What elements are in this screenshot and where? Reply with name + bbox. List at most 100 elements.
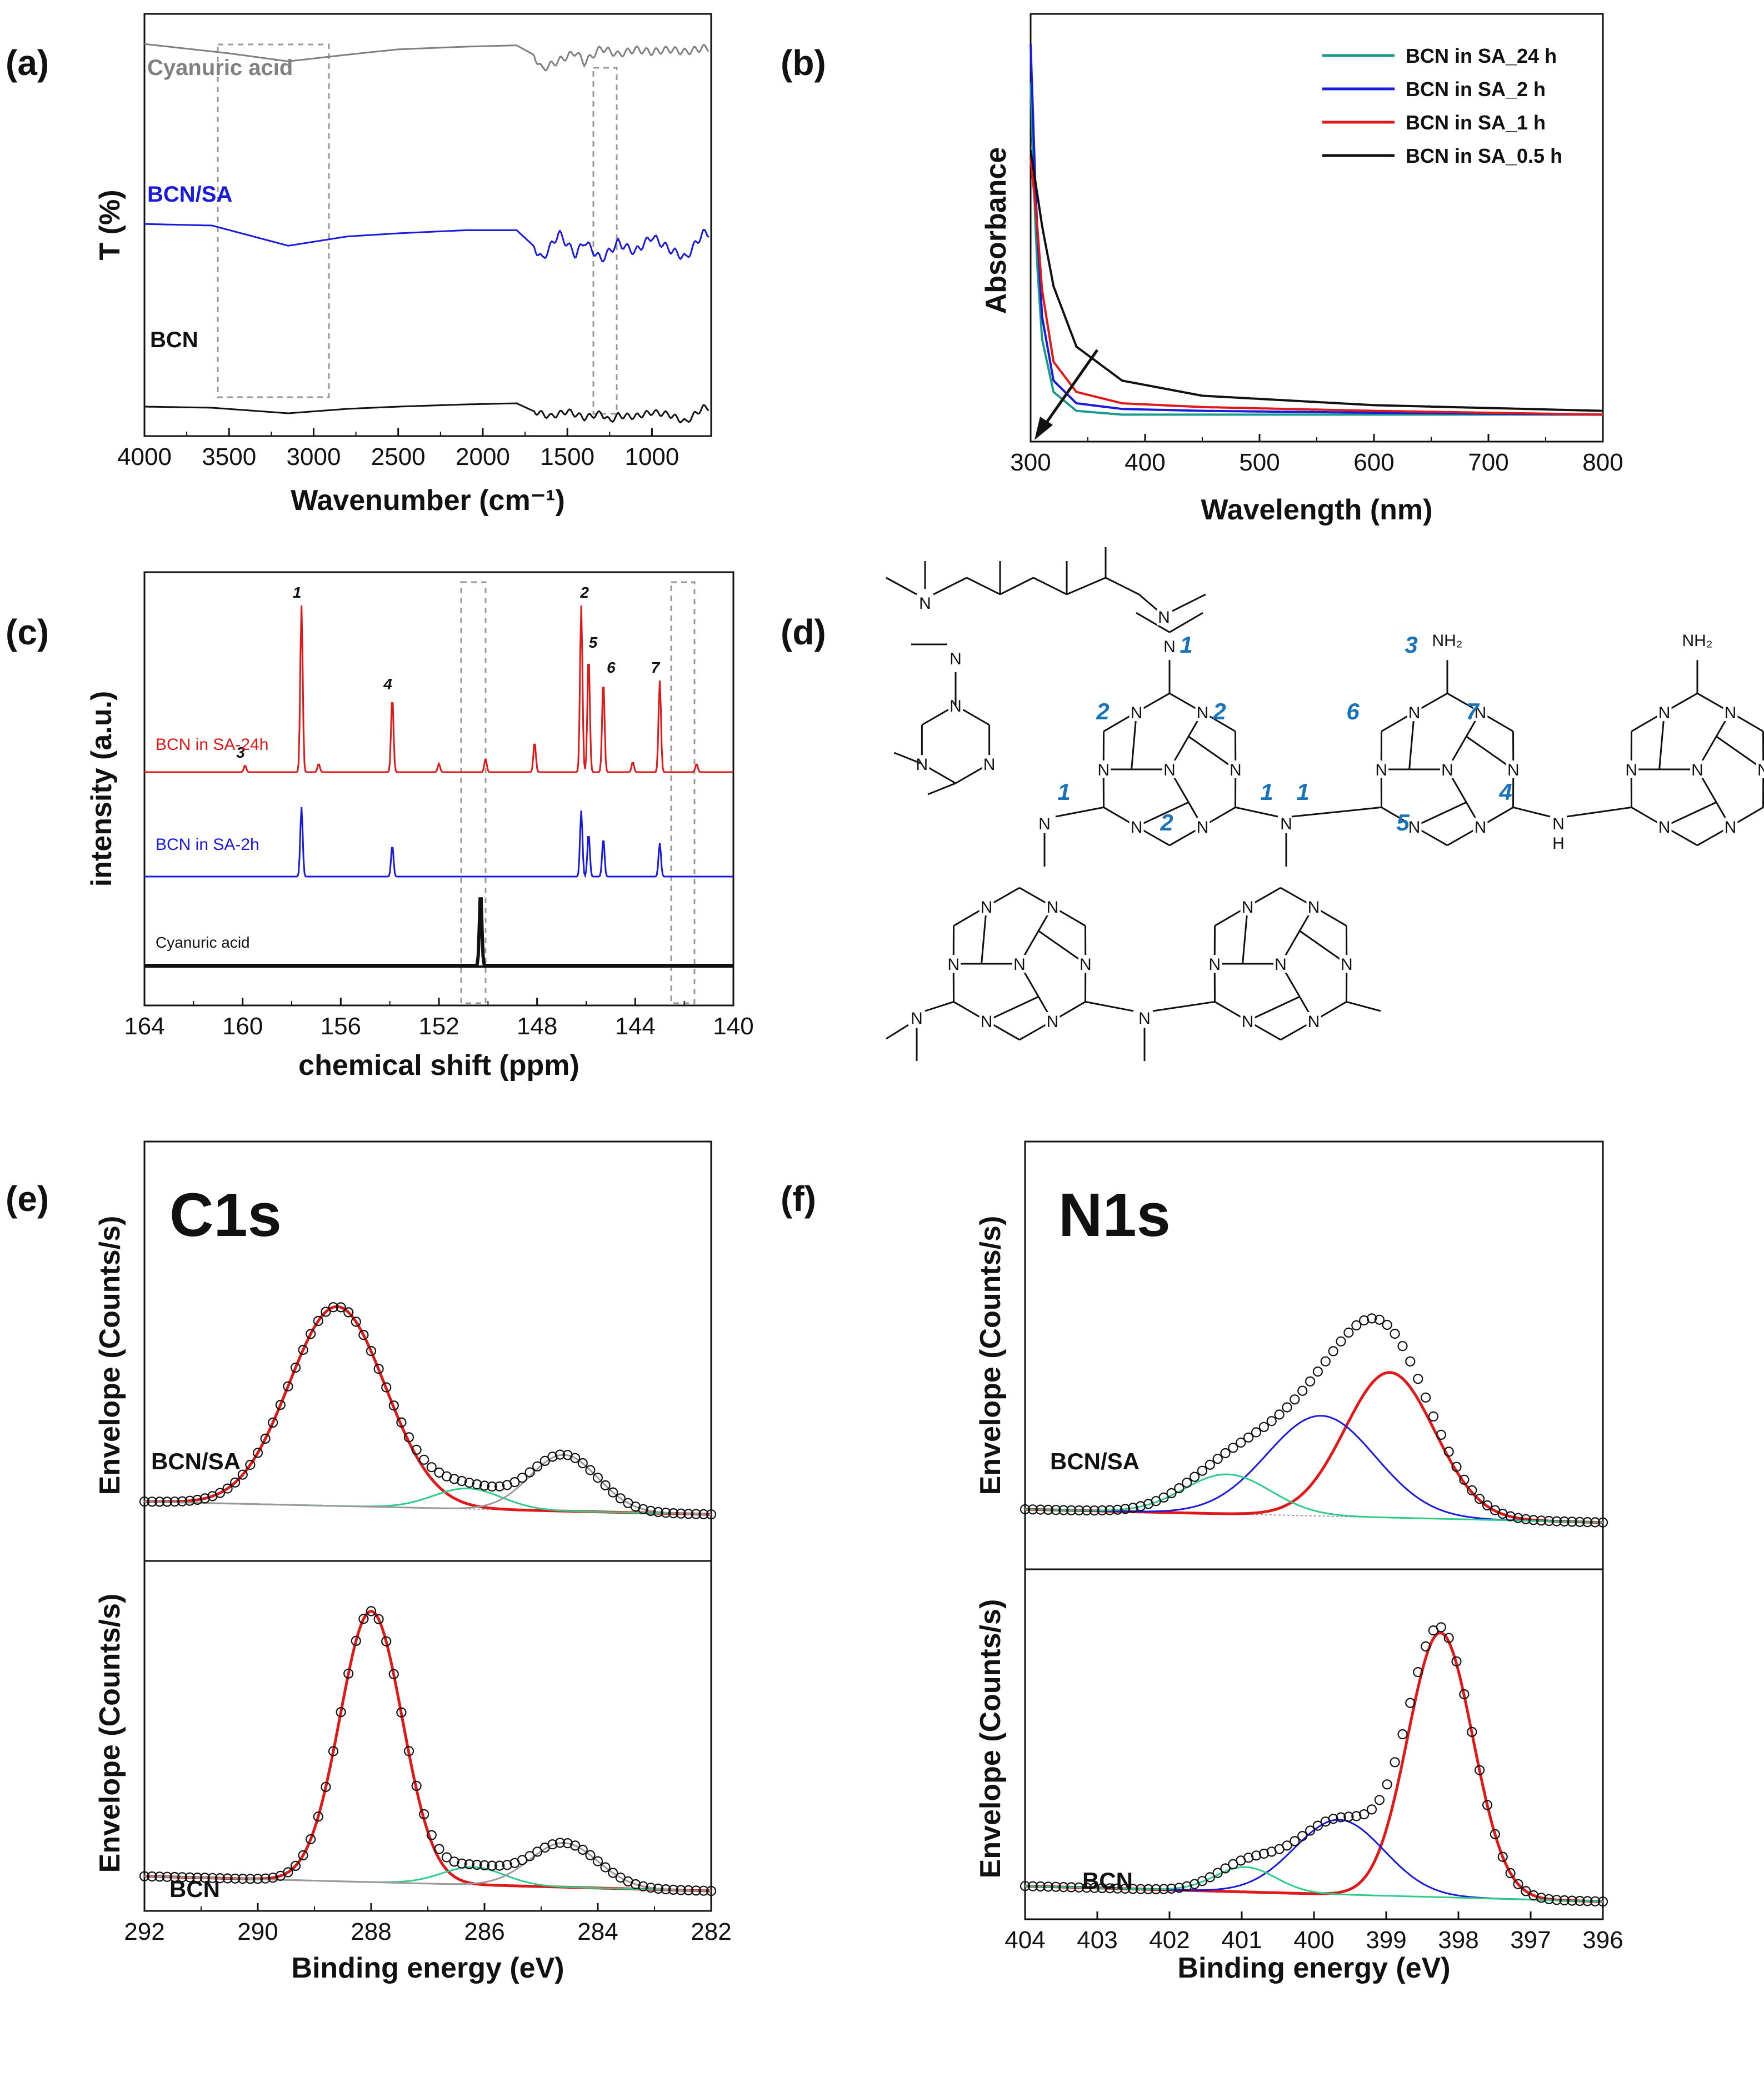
subplot-label-bcn-f: BCN — [1082, 1868, 1133, 1894]
panel-b-tick-label-500: 500 — [1239, 449, 1280, 476]
atom-label: N — [919, 594, 931, 613]
panel-f-tick-label-404: 404 — [1005, 1926, 1045, 1954]
panel-c-highlight-right — [670, 581, 696, 1004]
atom-bg — [1723, 817, 1738, 835]
data-point — [260, 1433, 271, 1444]
data-point — [1290, 1394, 1300, 1405]
atom-label: N — [1441, 761, 1453, 779]
bond — [1172, 593, 1206, 612]
data-point — [1482, 1800, 1493, 1810]
data-point — [1351, 1811, 1362, 1821]
data-point — [615, 1493, 626, 1504]
panel-c-tick-label-148: 148 — [517, 1013, 557, 1040]
atom-label: N — [983, 755, 996, 774]
data-point — [592, 1473, 603, 1483]
panel-f-tick-label-396: 396 — [1582, 1926, 1623, 1954]
data-point — [1343, 1327, 1354, 1338]
data-point — [570, 1840, 581, 1851]
data-point — [396, 1707, 407, 1718]
data-point — [1428, 1411, 1438, 1422]
data-point — [222, 1483, 233, 1494]
atom-bg — [1473, 703, 1488, 722]
atom-label: N — [1725, 818, 1737, 837]
atom-bg — [918, 594, 932, 612]
curve-label-bcn-sa-2h: BCN in SA-2h — [156, 835, 259, 854]
data-point — [1413, 1374, 1423, 1384]
data-point — [653, 1507, 663, 1517]
atom-bg — [1723, 703, 1738, 722]
panel-a-highlight-cn — [592, 67, 618, 415]
panel-a-tick-label-3000: 3000 — [287, 443, 341, 471]
data-point — [1127, 1503, 1138, 1513]
data-point — [1027, 1881, 1038, 1891]
atom-bg — [1756, 760, 1764, 778]
data-point — [600, 1480, 611, 1490]
atom-bg — [1012, 955, 1027, 973]
panel-f-tick-label-400: 400 — [1293, 1926, 1334, 1954]
data-point — [313, 1811, 323, 1822]
panel-e-ylabel-top: Envelope (Counts/s) — [94, 1216, 126, 1495]
data-point — [154, 1497, 165, 1507]
data-point — [1081, 1505, 1092, 1516]
data-point — [1097, 1505, 1107, 1516]
peak-label-5: 5 — [589, 634, 598, 651]
unit2-spoke — [1466, 735, 1514, 770]
panel-a-tick-label-2500: 2500 — [371, 443, 426, 471]
data-point — [1513, 1879, 1523, 1889]
data-point — [199, 1493, 210, 1504]
component-fit-main-0 — [144, 1305, 712, 1516]
atom-label: N — [1408, 704, 1421, 722]
data-point — [1251, 1850, 1262, 1861]
data-point — [1443, 1447, 1454, 1457]
data-point — [532, 1846, 543, 1857]
atom-label: N — [1658, 818, 1671, 837]
atom-label: N — [1080, 955, 1092, 974]
atom-label: N — [1242, 898, 1254, 917]
data-point — [1543, 1515, 1554, 1527]
panel-f-tick-label-399: 399 — [1366, 1926, 1406, 1954]
data-point — [479, 1860, 490, 1870]
data-point — [321, 1781, 331, 1792]
data-point — [1366, 1804, 1377, 1815]
atom-label: N — [1275, 955, 1287, 974]
data-point — [1151, 1884, 1161, 1894]
data-point — [1575, 1895, 1585, 1906]
unit3-spoke — [1716, 735, 1764, 770]
panel-a-highlight-oh — [217, 43, 330, 398]
data-point — [1559, 1516, 1570, 1527]
data-point — [1058, 1505, 1069, 1515]
unit4-spoke — [1038, 930, 1086, 965]
panel-a-label: (a) — [6, 43, 49, 83]
atom-label: N — [1757, 761, 1764, 779]
data-point — [373, 1614, 384, 1624]
panel-f-ylabel-bottom: Envelope (Counts/s) — [975, 1599, 1007, 1879]
panel-f-title: N1s — [1058, 1181, 1171, 1249]
data-point — [192, 1873, 203, 1883]
atom-bg — [1407, 703, 1422, 722]
data-point — [554, 1838, 566, 1848]
data-point — [494, 1860, 505, 1871]
data-point — [509, 1477, 520, 1488]
data-point — [1328, 1346, 1338, 1357]
atom-label: N — [1280, 815, 1292, 833]
data-point — [676, 1885, 686, 1895]
panel-a: 4000 3500 3000 2500 2000 1500 1000 Cyanuric ac… — [94, 13, 712, 517]
data-point — [381, 1636, 392, 1646]
data-point — [260, 1873, 271, 1884]
data-point — [608, 1868, 618, 1878]
site-number-2: 2 — [1096, 698, 1109, 724]
data-point — [1051, 1505, 1061, 1515]
panel-b-xlabel: Wavelength (nm) — [1201, 494, 1433, 526]
data-point — [1112, 1504, 1123, 1515]
data-point — [1421, 1641, 1431, 1651]
data-point — [1297, 1385, 1308, 1396]
data-point — [547, 1452, 558, 1462]
data-point — [1521, 1514, 1531, 1524]
data-point — [1382, 1779, 1392, 1790]
data-point — [1258, 1422, 1269, 1432]
data-point — [1590, 1517, 1601, 1528]
atom-bg — [1129, 817, 1144, 835]
atom-label: N — [1725, 704, 1737, 722]
panel-b-ylabel: Absorbance — [980, 147, 1012, 314]
panel-f-frame — [1024, 1140, 1604, 1920]
